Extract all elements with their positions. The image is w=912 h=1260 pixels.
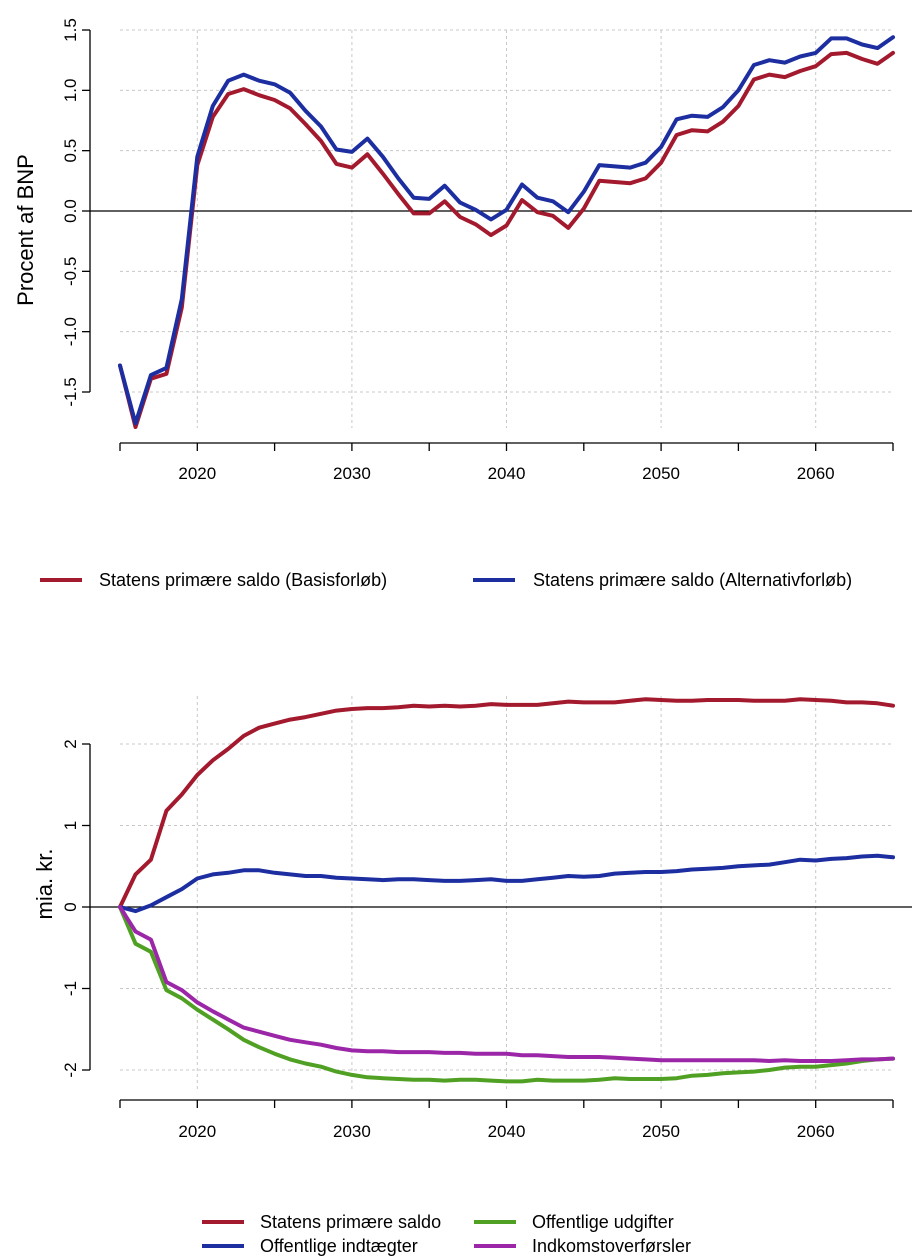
components-chart-series-line-3 [118,905,895,1063]
components-chart-y-tick-label: 0 [61,902,80,911]
balance-chart-x-tick-label: 2030 [333,464,371,483]
components-chart-y-tick-label: 1 [61,821,80,830]
components-chart-x-tick-label: 2030 [333,1122,371,1141]
components-chart-series [118,697,895,1084]
balance-chart-y-tick-label: 0.0 [61,199,80,223]
balance-chart-y-tick-label: 1.0 [61,79,80,103]
balance-chart-series-line-1 [118,35,895,426]
balance-chart-panel: -1.5 -1.0 -0.5 0.0 0.5 1.0 1.5 2020 2030 2040 205… [13,18,912,590]
balance-chart-y-tick-label: 1.5 [61,18,80,42]
balance-chart-x-tick-label: 2060 [797,464,835,483]
balance-chart-y-tick-label: -1.5 [61,377,80,406]
legend-label-basis: Statens primære saldo (Basisforløb) [99,570,387,590]
balance-chart-x-tick-label: 2050 [642,464,680,483]
legend-label-indtaegter: Offentlige indtægter [260,1236,418,1256]
balance-chart-y-tick-label: -1.0 [61,317,80,346]
components-chart-panel: -2 -1 0 1 2 2020 2030 2040 2050 2060 mia. kr. St… [32,696,912,1256]
balance-chart-y-axis-title: Procent af BNP [13,154,38,306]
components-chart-x-tick-label: 2040 [488,1122,526,1141]
balance-chart-x-tick-label: 2020 [178,464,216,483]
components-chart-series-line-1 [118,853,895,914]
legend-label-primaer-saldo: Statens primære saldo [260,1212,441,1232]
components-chart-y-ticks: -2 -1 0 1 2 [61,739,90,1078]
components-chart-series-line-2 [118,905,895,1084]
components-chart-y-tick-label: -1 [61,981,80,996]
legend-label-udgifter: Offentlige udgifter [532,1212,674,1232]
balance-chart-legend: Statens primære saldo (Basisforløb) Stat… [40,570,852,590]
components-chart-x-ticks: 2020 2030 2040 2050 2060 [119,1100,894,1141]
components-chart-x-tick-label: 2060 [797,1122,835,1141]
balance-chart-y-tick-label: -0.5 [61,257,80,286]
components-chart-x-tick-label: 2050 [642,1122,680,1141]
components-chart-y-tick-label: 2 [61,739,80,748]
balance-chart-series-line-0 [118,50,895,429]
components-chart-x-tick-label: 2020 [178,1122,216,1141]
balance-chart-y-tick-label: 0.5 [61,139,80,163]
components-chart-y-tick-label: -2 [61,1062,80,1077]
components-chart-series-line-0 [118,697,895,909]
balance-chart-x-tick-label: 2040 [488,464,526,483]
balance-chart-x-ticks: 2020 2030 2040 2050 2060 [119,443,894,483]
legend-label-indkomstoverfoersler: Indkomstoverførsler [532,1236,691,1256]
balance-chart-y-ticks: -1.5 -1.0 -0.5 0.0 0.5 1.0 1.5 [61,18,90,407]
balance-chart-series [118,35,895,429]
components-chart-legend: Statens primære saldo Offentlige indtægt… [202,1212,691,1256]
legend-label-alternativ: Statens primære saldo (Alternativforløb) [533,570,852,590]
components-chart-y-axis-title: mia. kr. [32,849,57,920]
